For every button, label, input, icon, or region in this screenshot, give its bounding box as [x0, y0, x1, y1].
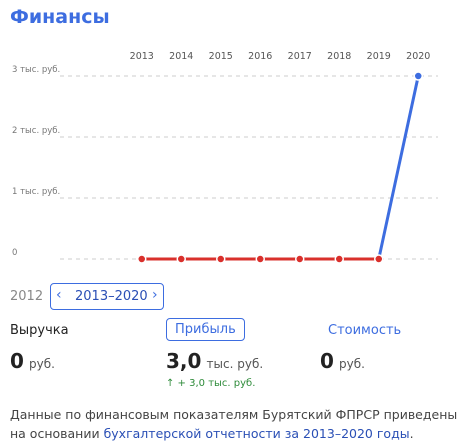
metric-unit: руб.: [339, 357, 365, 371]
y-tick-label: 1 тыс. руб.: [12, 187, 60, 197]
point: [334, 254, 344, 264]
metric: 0 руб.: [10, 349, 55, 373]
footer-end: .: [409, 426, 414, 441]
title: Финансы: [10, 6, 110, 28]
point: [255, 254, 265, 264]
x-tick-label: 2014: [169, 51, 193, 62]
point: [374, 254, 384, 264]
point: [176, 254, 186, 264]
point: [137, 254, 147, 264]
x-tick-label: 2015: [209, 51, 233, 62]
prev-arrow[interactable]: ‹: [56, 287, 62, 303]
metric-label[interactable]: Прибыль: [166, 318, 245, 341]
current-period: 2013–2020: [75, 289, 148, 304]
metric-value: 3,0: [166, 349, 202, 373]
x-tick-label: 2019: [367, 51, 391, 62]
y-tick-label: 0: [12, 248, 17, 258]
chart: 0 1 тыс. руб. 2 тыс. руб. 3 тыс. руб. 2013 20…: [12, 51, 438, 264]
next-arrow[interactable]: ›: [152, 287, 158, 303]
x-tick-label: 2020: [406, 51, 430, 62]
metric-label[interactable]: Стоимость: [328, 323, 402, 338]
point: [216, 254, 226, 264]
x-tick-label: 2018: [327, 51, 351, 62]
y-tick-label: 2 тыс. руб.: [12, 126, 60, 136]
period-selector: ‹ 2013–2020 ›: [50, 283, 164, 310]
line-segment: [377, 75, 420, 260]
y-tick-label: 3 тыс. руб.: [12, 65, 60, 75]
metric-unit: тыс. руб.: [206, 357, 264, 371]
metric: 0 руб.: [320, 349, 365, 373]
footer-text: Данные по финансовым показателям Бурятск…: [10, 407, 458, 441]
metric-value: 0: [10, 349, 24, 373]
x-tick-label: 2016: [248, 51, 272, 62]
x-tick-label: 2013: [130, 51, 154, 62]
x-tick-label: 2017: [288, 51, 312, 62]
metric: 3,0 тыс. руб.: [166, 349, 263, 373]
metric-change: ↑ + 3,0 тыс. руб.: [166, 378, 256, 389]
footer-link[interactable]: бухгалтерской отчетности за 2013–2020 го…: [103, 426, 410, 441]
point: [413, 71, 423, 81]
footer: Данные по финансовым показателям Бурятск…: [10, 405, 460, 443]
metric-label[interactable]: Выручка: [10, 323, 69, 338]
metric-unit: руб.: [29, 357, 55, 371]
metric-value: 0: [320, 349, 334, 373]
prev-period[interactable]: 2012: [10, 289, 44, 304]
point: [295, 254, 305, 264]
